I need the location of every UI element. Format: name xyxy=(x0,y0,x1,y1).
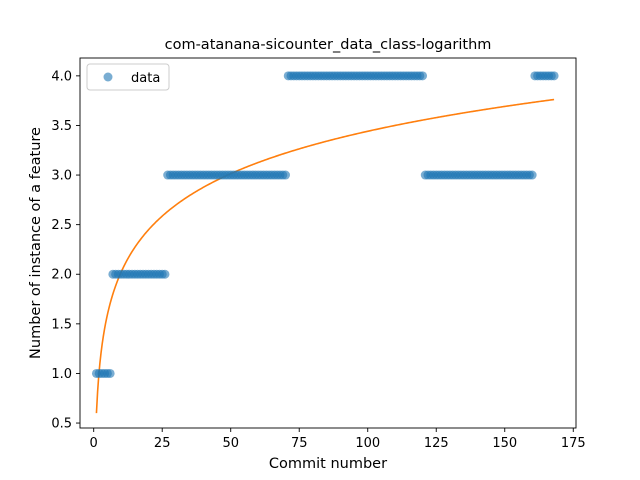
x-tick-label: 125 xyxy=(424,436,449,451)
x-tick-label: 0 xyxy=(90,436,98,451)
plot-frame xyxy=(79,57,577,429)
x-axis-label: Commit number xyxy=(269,456,387,472)
y-tick-label: 4.0 xyxy=(51,69,72,84)
axes xyxy=(79,57,577,429)
data-points-layer xyxy=(91,71,559,378)
x-tick-label: 175 xyxy=(561,436,586,451)
data-point xyxy=(418,71,428,81)
y-tick-label: 0.5 xyxy=(51,417,72,432)
x-tick-label: 50 xyxy=(222,436,239,451)
ticks: 0 25 50 75 100 125 150 175 0.5 1.0 1.5 2.0 2.5 3.0 3.5… xyxy=(51,69,585,451)
chart-title: com-atanana-sicounter_data_class-logarit… xyxy=(165,37,492,53)
y-tick-label: 2.0 xyxy=(51,268,72,283)
y-tick-label: 1.0 xyxy=(51,367,72,382)
x-tick-label: 75 xyxy=(291,436,308,451)
y-tick-label: 3.0 xyxy=(51,169,72,184)
x-tick-label: 150 xyxy=(492,436,517,451)
y-tick-label: 2.5 xyxy=(51,218,72,233)
legend: data xyxy=(86,63,170,91)
legend-label-data: data xyxy=(131,71,160,86)
y-tick-label: 1.5 xyxy=(51,317,72,332)
data-point xyxy=(281,170,291,180)
y-axis-label: Number of instance of a feature xyxy=(28,127,44,359)
x-tick-label: 25 xyxy=(154,436,171,451)
y-tick-label: 3.5 xyxy=(51,119,72,134)
data-point xyxy=(105,368,115,378)
fit-curve-layer xyxy=(95,98,555,414)
x-tick-label: 100 xyxy=(355,436,380,451)
data-point xyxy=(527,170,537,180)
fit-curve xyxy=(95,98,555,414)
legend-marker-data xyxy=(103,72,113,82)
legend-box xyxy=(86,63,170,91)
data-point xyxy=(160,269,170,279)
data-point xyxy=(549,71,559,81)
